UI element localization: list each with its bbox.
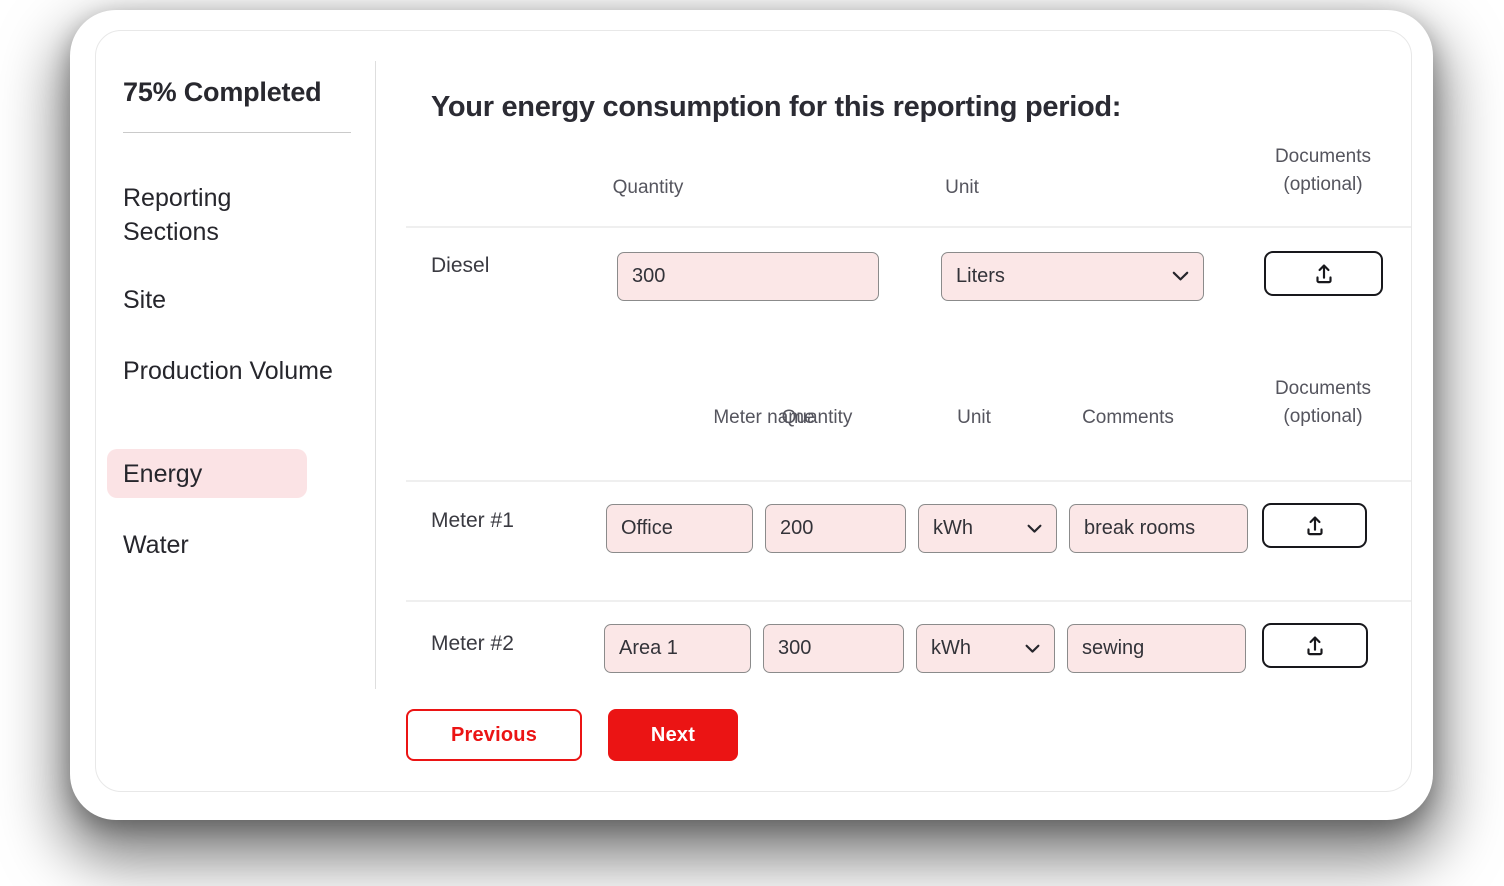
meter-col-unit: Unit — [957, 407, 991, 428]
fuel-col-unit: Unit — [945, 177, 979, 198]
diesel-unit-select[interactable]: Liters — [941, 252, 1204, 301]
upload-icon — [1311, 261, 1337, 287]
page-title: Your energy consumption for this reporti… — [431, 91, 1122, 123]
chevron-down-icon — [1027, 524, 1042, 534]
sidebar-item-reporting-sections[interactable]: Reporting Sections — [123, 184, 232, 246]
meter1-upload-button[interactable] — [1262, 503, 1367, 548]
fuel-col-documents-line1: Documents — [1274, 146, 1372, 167]
meter2-unit-select[interactable]: kWh — [916, 624, 1055, 673]
upload-icon — [1302, 633, 1328, 659]
meter2-comments-input[interactable] — [1067, 624, 1246, 673]
meter-col-documents-line1: Documents — [1274, 378, 1372, 399]
meter2-row-label: Meter #2 — [431, 632, 514, 655]
form-card: 75% Completed Reporting Sections Site Pr… — [70, 10, 1433, 820]
previous-button[interactable]: Previous — [406, 709, 582, 761]
meter2-upload-button[interactable] — [1262, 623, 1368, 668]
meter-col-comments: Comments — [1082, 407, 1174, 428]
chevron-down-icon — [1172, 271, 1189, 282]
meter-header-divider — [406, 480, 1411, 482]
sidebar-item-energy-label: Energy — [123, 459, 203, 488]
fuel-header-divider — [406, 226, 1411, 228]
diesel-upload-button[interactable] — [1264, 251, 1383, 296]
sidebar-item-water[interactable]: Water — [123, 531, 189, 559]
meter1-name-input[interactable] — [606, 504, 753, 553]
meter1-quantity-input[interactable] — [765, 504, 906, 553]
fuel-col-quantity: Quantity — [612, 177, 684, 198]
meter2-quantity-input[interactable] — [763, 624, 904, 673]
diesel-unit-value: Liters — [956, 265, 1005, 287]
sidebar-item-site[interactable]: Site — [123, 286, 167, 314]
meter1-comments-input[interactable] — [1069, 504, 1248, 553]
next-button[interactable]: Next — [608, 709, 738, 761]
meter-col-name: Meter name — [713, 407, 815, 428]
progress-divider — [123, 132, 351, 133]
fuel-col-documents-line2: (optional) — [1283, 174, 1363, 195]
meter-col-quantity: Quantity — [781, 407, 853, 428]
sidebar-divider — [375, 61, 376, 689]
upload-icon — [1302, 513, 1328, 539]
progress-label: 75% Completed — [123, 77, 322, 107]
sidebar-item-energy[interactable]: Energy — [107, 449, 307, 498]
fuel-row-label-diesel: Diesel — [431, 254, 490, 277]
meter-col-documents: Documents (optional) — [1243, 375, 1403, 431]
meter-row-divider — [406, 600, 1411, 602]
meter-col-documents-line2: (optional) — [1283, 406, 1363, 427]
meter1-row-label: Meter #1 — [431, 509, 514, 532]
chevron-down-icon — [1025, 644, 1040, 654]
meter1-unit-select[interactable]: kWh — [918, 504, 1057, 553]
fuel-col-documents: Documents (optional) — [1243, 143, 1403, 199]
form-panel: 75% Completed Reporting Sections Site Pr… — [95, 30, 1412, 792]
meter2-name-input[interactable] — [604, 624, 751, 673]
meter2-unit-value: kWh — [931, 637, 971, 659]
sidebar-item-production-volume[interactable]: Production Volume — [123, 357, 333, 385]
meter1-unit-value: kWh — [933, 517, 973, 539]
diesel-quantity-input[interactable] — [617, 252, 879, 301]
